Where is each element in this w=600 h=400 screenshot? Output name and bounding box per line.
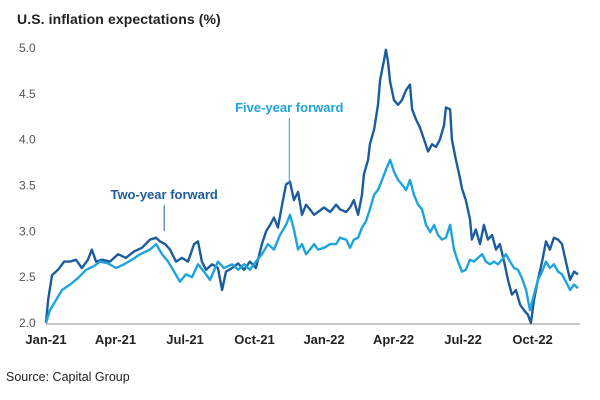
chart-title: U.S. inflation expectations (%) <box>17 11 221 27</box>
x-tick-label: Jan-21 <box>25 332 66 347</box>
x-tick-label: Apr-22 <box>373 332 414 347</box>
x-tick-label: Jul-21 <box>166 332 204 347</box>
x-tick-label: Oct-21 <box>234 332 274 347</box>
series-line-five-year-forward <box>44 158 579 324</box>
x-tick-label: Jul-22 <box>444 332 482 347</box>
y-tick-label: 4.0 <box>19 133 36 147</box>
y-tick-label: 4.5 <box>19 87 36 101</box>
annotation-label: Two-year forward <box>110 187 217 202</box>
series-lines <box>44 48 579 325</box>
y-tick-label: 3.0 <box>19 224 36 238</box>
annotation-label: Five-year forward <box>235 100 343 115</box>
series-line-two-year-forward <box>44 48 579 325</box>
y-tick-label: 2.5 <box>19 270 36 284</box>
annotations: Two-year forward Five-year forward <box>110 100 344 232</box>
source-note: Source: Capital Group <box>6 370 130 384</box>
y-tick-label: 3.5 <box>19 178 36 192</box>
x-tick-label: Apr-21 <box>95 332 136 347</box>
y-tick-label: 5.0 <box>19 41 36 55</box>
x-tick-label: Oct-22 <box>512 332 552 347</box>
y-tick-label: 2.0 <box>19 316 36 330</box>
x-tick-label: Jan-22 <box>303 332 344 347</box>
y-axis-ticks: 2.0 2.5 3.0 3.5 4.0 4.5 5.0 <box>19 41 36 330</box>
x-axis-ticks: Jan-21 Apr-21 Jul-21 Oct-21 Jan-22 Apr-22 Jul-… <box>25 332 552 347</box>
